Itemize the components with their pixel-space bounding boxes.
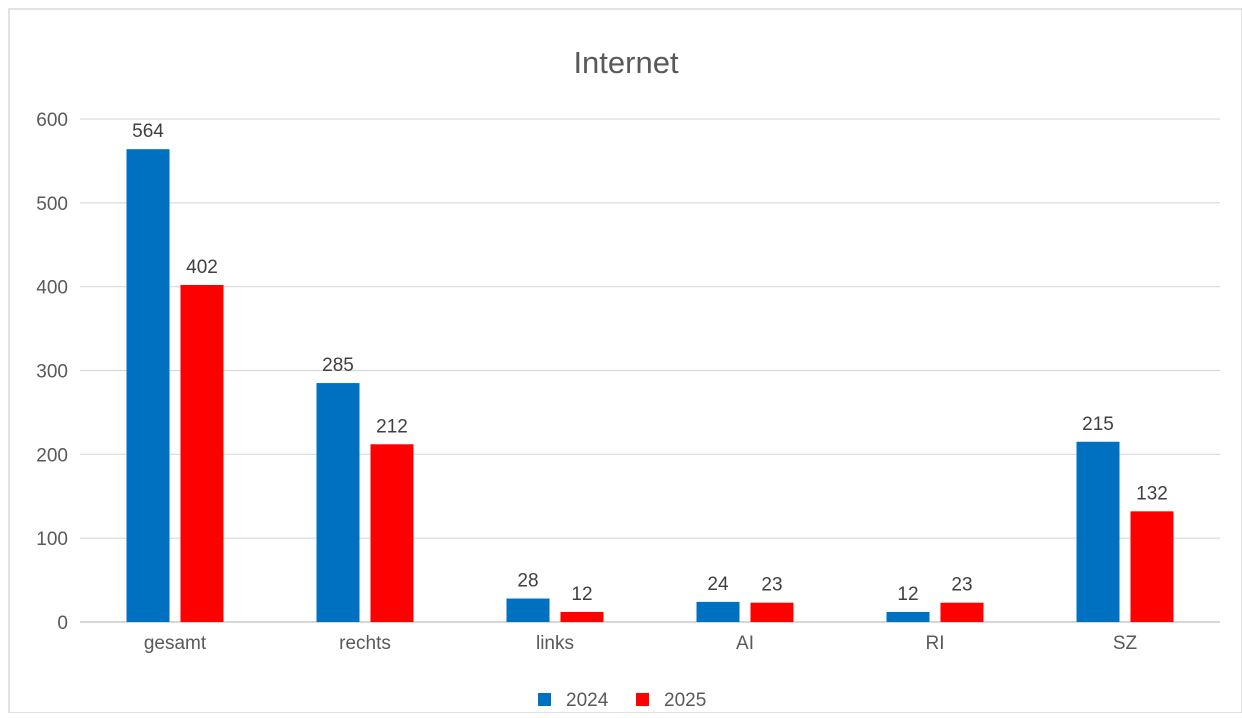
y-tick-label: 0	[57, 613, 68, 634]
data-label: 24	[707, 574, 729, 595]
bar-2025-SZ[interactable]	[1130, 511, 1174, 622]
bar-2025-links[interactable]	[560, 611, 604, 622]
y-tick-label: 100	[36, 529, 68, 550]
x-tick-label: links	[536, 633, 574, 654]
bars	[126, 149, 1174, 622]
gridlines	[80, 118, 1220, 623]
data-label: 285	[322, 355, 354, 376]
data-labels: 564 402 285 212 28 12 24 23 12 23 215 132	[132, 121, 1168, 605]
data-label: 564	[132, 121, 164, 142]
data-label: 132	[1136, 483, 1168, 504]
bar-2024-links[interactable]	[506, 598, 550, 622]
y-tick-label: 200	[36, 445, 68, 466]
legend-swatch	[538, 693, 551, 706]
y-axis: 0 100 200 300 400 500 600	[36, 110, 68, 634]
data-label: 402	[186, 257, 218, 278]
data-label: 23	[761, 575, 782, 596]
legend-item-2024[interactable]: 2024	[538, 690, 609, 711]
x-tick-label: AI	[736, 633, 754, 654]
data-label: 215	[1082, 414, 1114, 435]
legend-swatch	[636, 693, 649, 706]
legend-label: 2025	[664, 690, 706, 711]
bar-2025-RI[interactable]	[940, 602, 984, 622]
data-label: 212	[376, 416, 408, 437]
y-tick-label: 600	[36, 110, 68, 131]
bar-2025-AI[interactable]	[750, 602, 794, 622]
data-label: 12	[571, 584, 592, 605]
bar-2024-RI[interactable]	[886, 611, 930, 622]
bar-2025-gesamt[interactable]	[180, 284, 224, 622]
bar-2024-AI[interactable]	[696, 601, 740, 622]
data-label: 12	[897, 584, 918, 605]
x-axis: gesamt rechts links AI RI SZ	[144, 633, 1138, 654]
y-tick-label: 500	[36, 194, 68, 215]
y-tick-label: 300	[36, 362, 68, 383]
x-tick-label: rechts	[339, 633, 391, 654]
y-tick-label: 400	[36, 278, 68, 299]
data-label: 23	[951, 575, 972, 596]
legend[interactable]: 2024 2025	[538, 690, 706, 711]
bar-2024-gesamt[interactable]	[126, 149, 170, 622]
legend-label: 2024	[566, 690, 609, 711]
bar-2024-SZ[interactable]	[1076, 441, 1120, 622]
chart-title: Internet	[573, 45, 679, 80]
bar-2024-rechts[interactable]	[316, 383, 360, 622]
x-tick-label: SZ	[1113, 633, 1138, 654]
legend-item-2025[interactable]: 2025	[636, 690, 706, 711]
x-tick-label: RI	[926, 633, 945, 654]
x-tick-label: gesamt	[144, 633, 207, 654]
data-label: 28	[517, 571, 538, 592]
bar-2025-rechts[interactable]	[370, 444, 414, 622]
